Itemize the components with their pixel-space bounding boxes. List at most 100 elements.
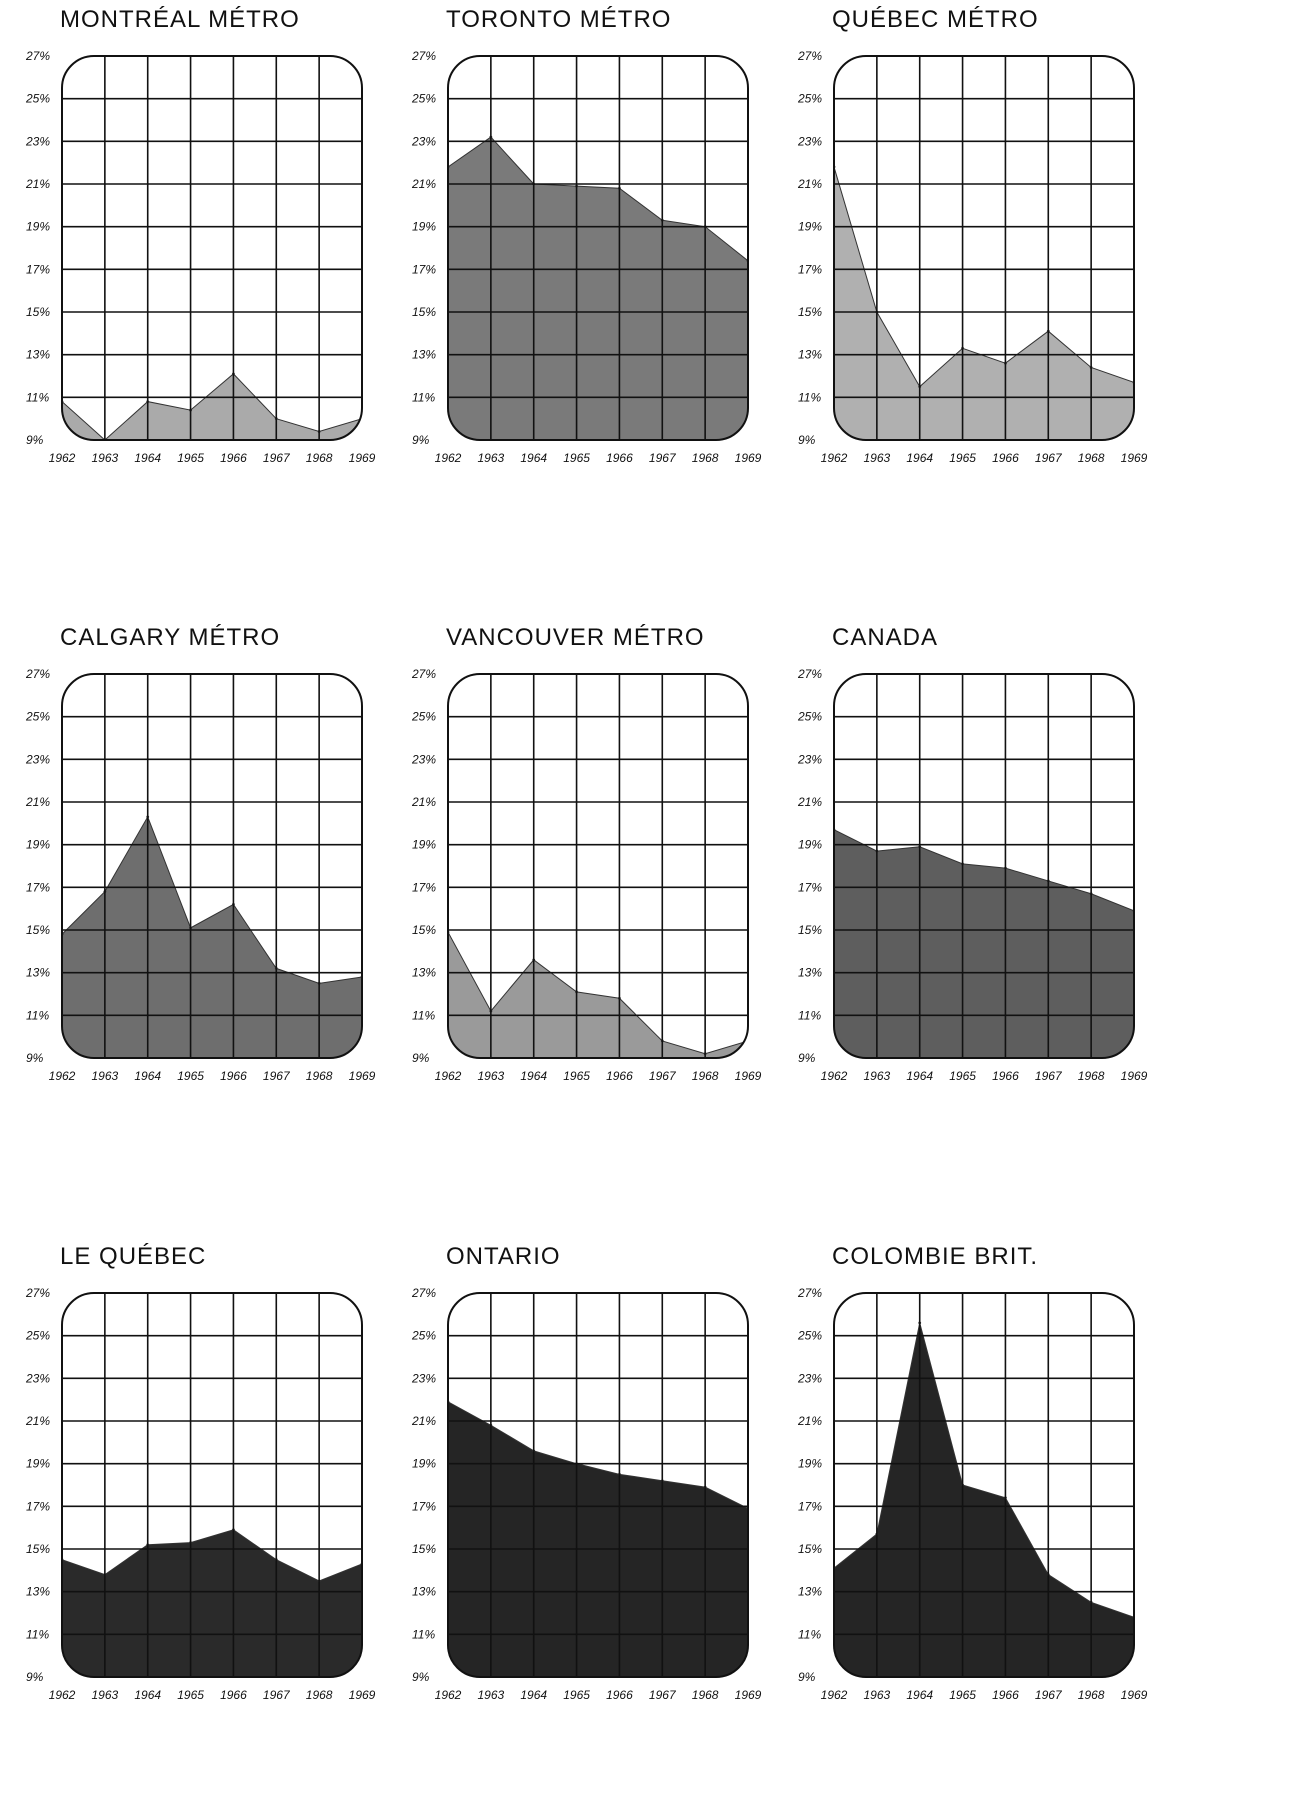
- y-tick-label: 17%: [26, 1499, 50, 1513]
- y-tick-label: 11%: [412, 1008, 435, 1022]
- x-tick-label: 1963: [92, 451, 119, 465]
- y-tick-label: 21%: [797, 1414, 822, 1428]
- chart-panel-ontario: ONTARIO 27% 25% 23% 21% 19% 17% 15% 13% 11% 9% 196…: [408, 1243, 828, 1803]
- chart-title: MONTRÉAL MÉTRO: [60, 6, 300, 33]
- grid: [448, 674, 748, 1058]
- y-tick-label: 21%: [797, 177, 822, 191]
- chart-plot: 27% 25% 23% 21% 19% 17% 15% 13% 11% 9% 1962 1963 196…: [797, 1286, 1148, 1702]
- chart-panel-quebec-metro: QUÉBEC MÉTRO 27% 25% 23% 21% 19% 17% 15% 13% 11%…: [794, 6, 1214, 566]
- y-tick-label: 13%: [412, 966, 436, 980]
- x-tick-label: 1962: [435, 1688, 462, 1702]
- y-tick-label: 17%: [412, 262, 436, 276]
- y-tick-label: 19%: [412, 838, 436, 852]
- x-tick-label: 1969: [1121, 1069, 1148, 1083]
- area-outline: [62, 373, 362, 440]
- y-tick-label: 17%: [26, 262, 50, 276]
- y-tick-label: 11%: [798, 1627, 821, 1641]
- x-tick-label: 1964: [906, 451, 933, 465]
- y-tick-label: 23%: [25, 752, 50, 766]
- y-tick-label: 15%: [798, 923, 822, 937]
- y-tick-label: 27%: [411, 667, 436, 681]
- chart-panel-le-quebec: LE QUÉBEC 27% 25% 23% 21% 19% 17% 15% 13% 11% 9% 1…: [22, 1243, 442, 1803]
- y-tick-label: 19%: [26, 838, 50, 852]
- x-tick-label: 1965: [177, 451, 204, 465]
- x-tick-label: 1963: [478, 1069, 505, 1083]
- y-tick-label: 9%: [26, 1051, 44, 1065]
- y-tick-label: 15%: [26, 305, 50, 319]
- y-tick-label: 23%: [411, 1371, 436, 1385]
- y-tick-label: 23%: [411, 134, 436, 148]
- chart-title: CANADA: [832, 624, 939, 651]
- x-tick-label: 1964: [520, 1069, 547, 1083]
- x-tick-label: 1963: [864, 451, 891, 465]
- y-tick-label: 13%: [798, 966, 822, 980]
- area-series: [448, 932, 748, 1058]
- y-tick-label: 19%: [412, 220, 436, 234]
- x-tick-label: 1965: [563, 1688, 590, 1702]
- y-tick-label: 11%: [412, 1627, 435, 1641]
- chart-plot: 27% 25% 23% 21% 19% 17% 15% 13% 11% 9% 1962 1963 196…: [411, 667, 762, 1083]
- x-tick-label: 1963: [864, 1688, 891, 1702]
- x-tick-label: 1966: [992, 451, 1019, 465]
- area-outline: [834, 1322, 1134, 1618]
- y-tick-label: 9%: [412, 1051, 430, 1065]
- chart-panel-vancouver-metro: VANCOUVER MÉTRO 27% 25% 23% 21% 19% 17% 15% 13%…: [408, 624, 828, 1184]
- plot-frame: [833, 1292, 1135, 1678]
- x-tick-label: 1968: [306, 1069, 333, 1083]
- x-tick-label: 1968: [692, 1688, 719, 1702]
- y-tick-label: 9%: [412, 433, 430, 447]
- chart-title: COLOMBIE BRIT.: [832, 1243, 1039, 1270]
- y-tick-label: 23%: [797, 134, 822, 148]
- y-tick-label: 21%: [25, 1414, 50, 1428]
- y-tick-label: 15%: [26, 1542, 50, 1556]
- y-tick-label: 25%: [25, 1329, 50, 1343]
- area-outline: [448, 136, 748, 262]
- y-tick-label: 19%: [798, 220, 822, 234]
- chart-title: TORONTO MÉTRO: [446, 6, 672, 33]
- x-tick-label: 1962: [49, 451, 76, 465]
- chart-panel-colombie-brit: COLOMBIE BRIT. 27% 25% 23% 21% 19% 17% 15% 13% 1…: [794, 1243, 1214, 1803]
- grid: [834, 1293, 1134, 1677]
- y-tick-label: 15%: [412, 923, 436, 937]
- x-tick-label: 1962: [821, 1688, 848, 1702]
- plot-frame: [447, 1292, 749, 1678]
- y-tick-label: 27%: [797, 49, 822, 63]
- chart-plot: 27% 25% 23% 21% 19% 17% 15% 13% 11% 9% 1962 1963 196…: [797, 49, 1148, 465]
- x-tick-label: 1965: [563, 451, 590, 465]
- y-tick-label: 15%: [412, 305, 436, 319]
- y-tick-label: 9%: [798, 1051, 816, 1065]
- x-tick-label: 1966: [220, 451, 247, 465]
- y-tick-label: 25%: [25, 710, 50, 724]
- area-outline: [62, 815, 362, 984]
- area-outline: [834, 829, 1134, 912]
- y-tick-label: 13%: [412, 1585, 436, 1599]
- plot-area: [62, 56, 362, 440]
- area-series: [834, 1322, 1134, 1677]
- y-tick-label: 19%: [412, 1457, 436, 1471]
- y-tick-label: 21%: [25, 795, 50, 809]
- y-tick-label: 21%: [411, 177, 436, 191]
- y-tick-label: 21%: [411, 795, 436, 809]
- y-tick-label: 9%: [412, 1670, 430, 1684]
- grid: [62, 56, 362, 440]
- y-tick-label: 15%: [412, 1542, 436, 1556]
- y-tick-label: 11%: [412, 390, 435, 404]
- y-tick-label: 13%: [26, 348, 50, 362]
- y-tick-label: 25%: [797, 1329, 822, 1343]
- y-tick-label: 17%: [798, 1499, 822, 1513]
- y-tick-label: 11%: [798, 390, 821, 404]
- x-tick-label: 1969: [735, 1688, 762, 1702]
- y-tick-label: 23%: [797, 752, 822, 766]
- chart-plot: 27% 25% 23% 21% 19% 17% 15% 13% 11% 9% 1962 1963 196…: [411, 49, 762, 465]
- chart-plot: 27% 25% 23% 21% 19% 17% 15% 13% 11% 9% 1962 1963 196…: [25, 49, 376, 465]
- y-tick-label: 25%: [411, 1329, 436, 1343]
- x-tick-label: 1965: [949, 1688, 976, 1702]
- x-tick-label: 1966: [606, 1069, 633, 1083]
- x-tick-label: 1962: [435, 1069, 462, 1083]
- x-tick-label: 1968: [692, 1069, 719, 1083]
- y-tick-label: 27%: [411, 1286, 436, 1300]
- y-tick-label: 25%: [25, 92, 50, 106]
- plot-frame: [447, 55, 749, 441]
- x-tick-label: 1962: [49, 1069, 76, 1083]
- y-tick-label: 27%: [797, 1286, 822, 1300]
